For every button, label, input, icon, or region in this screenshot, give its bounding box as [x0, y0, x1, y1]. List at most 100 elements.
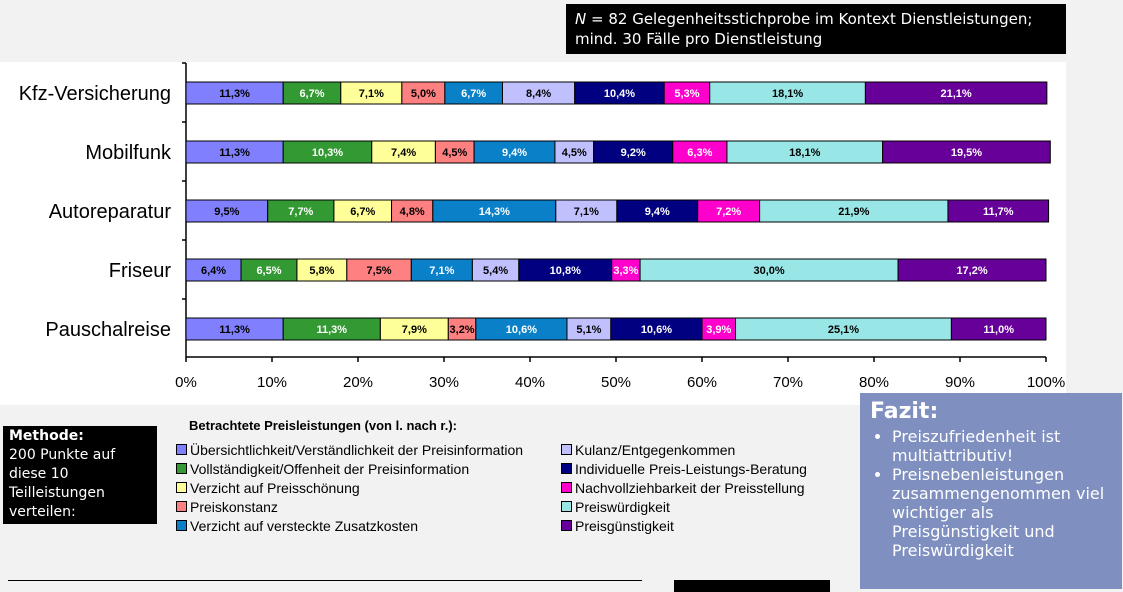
data-label: 11,3% — [316, 324, 347, 336]
legend-label: Vollständigkeit/Offenheit der Preisinfor… — [190, 461, 470, 477]
data-label: 7,7% — [288, 206, 313, 218]
legend-swatch — [176, 463, 187, 474]
data-label: 11,3% — [219, 147, 250, 159]
legend-label: Individuelle Preis-Leistungs-Beratung — [575, 461, 807, 477]
fazit-point: Preisnebenleistungen zusammengenommen vi… — [892, 465, 1112, 560]
data-label: 9,4% — [645, 206, 670, 218]
data-label: 10,3% — [312, 147, 343, 159]
fazit-box: Fazit: Preiszufriedenheit ist multiattri… — [860, 393, 1122, 589]
fazit-point: Preiszufriedenheit ist multiattributiv! — [892, 427, 1112, 465]
legend-item: Verzicht auf Preisschönung — [176, 480, 360, 496]
legend-item: Preiswürdigkeit — [561, 499, 670, 515]
legend-item: Nachvollziehbarkeit der Preisstellung — [561, 480, 805, 496]
legend-title: Betrachtete Preisleistungen (von l. nach… — [189, 418, 458, 433]
data-label: 7,1% — [574, 206, 599, 218]
data-label: 7,1% — [359, 88, 384, 100]
data-label: 10,6% — [641, 324, 672, 336]
data-label: 7,9% — [402, 324, 427, 336]
method-box: Methode: 200 Punkte auf diese 10 Teillei… — [3, 426, 157, 524]
data-label: 5,8% — [309, 265, 334, 277]
legend-label: Kulanz/Entgegenkommen — [575, 442, 736, 458]
sample-n-label: N — [575, 10, 587, 28]
x-tick-label: 60% — [687, 374, 717, 391]
method-title: Methode: — [9, 428, 84, 444]
legend-swatch — [176, 444, 187, 455]
data-label: 9,5% — [214, 206, 239, 218]
fazit-list: Preiszufriedenheit ist multiattributiv! … — [870, 427, 1112, 560]
legend-swatch — [561, 482, 572, 493]
data-label: 4,5% — [442, 147, 467, 159]
legend-item: Preiskonstanz — [176, 499, 278, 515]
x-tick-label: 10% — [257, 374, 287, 391]
legend-item: Preisgünstigkeit — [561, 518, 674, 534]
data-label: 4,5% — [562, 147, 587, 159]
data-label: 11,3% — [219, 88, 250, 100]
data-label: 21,1% — [941, 88, 972, 100]
data-label: 14,3% — [479, 206, 510, 218]
data-label: 8,4% — [526, 88, 551, 100]
data-label: 7,1% — [429, 265, 454, 277]
legend-swatch — [176, 482, 187, 493]
data-label: 5,1% — [576, 324, 601, 336]
bottom-divider — [8, 580, 642, 581]
data-label: 9,2% — [621, 147, 646, 159]
legend-item: Individuelle Preis-Leistungs-Beratung — [561, 461, 807, 477]
bottom-black-box — [674, 580, 830, 592]
data-label: 6,4% — [201, 265, 226, 277]
data-label: 10,6% — [506, 324, 537, 336]
data-label: 6,5% — [256, 265, 281, 277]
x-tick-label: 30% — [429, 374, 459, 391]
data-label: 19,5% — [951, 147, 982, 159]
legend-swatch — [561, 520, 572, 531]
x-tick-label: 80% — [859, 374, 889, 391]
x-tick-label: 40% — [515, 374, 545, 391]
method-text: 200 Punkte auf diese 10 Teilleistungen v… — [9, 447, 116, 520]
legend-swatch — [561, 501, 572, 512]
data-label: 6,3% — [687, 147, 712, 159]
fazit-title: Fazit: — [870, 399, 939, 424]
data-label: 25,1% — [828, 324, 859, 336]
legend-label: Verzicht auf Preisschönung — [190, 480, 360, 496]
data-label: 3,2% — [450, 324, 475, 336]
data-label: 7,5% — [367, 265, 392, 277]
data-label: 17,2% — [956, 265, 987, 277]
chart-panel — [0, 62, 1066, 405]
data-label: 6,7% — [299, 88, 324, 100]
data-label: 3,3% — [613, 265, 638, 277]
sample-note: N = 82 Gelegenheitsstichprobe im Kontext… — [566, 4, 1066, 54]
x-tick-label: 20% — [343, 374, 373, 391]
bar-segment — [864, 81, 1048, 105]
legend-label: Preiswürdigkeit — [575, 499, 670, 515]
data-label: 21,9% — [838, 206, 869, 218]
data-label: 9,4% — [502, 147, 527, 159]
category-label: Autoreparatur — [49, 201, 172, 223]
data-label: 10,4% — [604, 88, 635, 100]
stacked-bar-chart: 0% 10% 20% 30% 40% 50% 60% 70% 80% 90% 100% Kfz-Ver… — [19, 62, 1065, 391]
data-label: 11,7% — [983, 206, 1014, 218]
data-label: 6,7% — [350, 206, 375, 218]
legend-swatch — [176, 501, 187, 512]
legend-label: Nachvollziehbarkeit der Preisstellung — [575, 480, 805, 496]
legend-label: Verzicht auf versteckte Zusatzkosten — [190, 518, 418, 534]
legend-item: Kulanz/Entgegenkommen — [561, 442, 735, 458]
category-label: Mobilfunk — [85, 142, 172, 164]
x-tick-label: 100% — [1027, 374, 1065, 391]
legend-swatch — [176, 520, 187, 531]
data-label: 10,8% — [550, 265, 581, 277]
data-label: 7,2% — [716, 206, 741, 218]
legend-item: Verzicht auf versteckte Zusatzkosten — [176, 518, 418, 534]
data-label: 3,9% — [706, 324, 731, 336]
category-label: Friseur — [109, 260, 172, 282]
category-label: Kfz-Versicherung — [19, 83, 171, 105]
x-tick-label: 50% — [601, 374, 631, 391]
legend-swatch — [561, 444, 572, 455]
data-label: 18,1% — [789, 147, 820, 159]
x-tick-label: 0% — [175, 374, 197, 391]
legend-item: Vollständigkeit/Offenheit der Preisinfor… — [176, 461, 469, 477]
legend-label: Übersichtlichkeit/Verständlichkeit der P… — [190, 442, 524, 458]
x-tick-label: 90% — [945, 374, 975, 391]
data-label: 18,1% — [772, 88, 803, 100]
bar-segment — [950, 317, 1047, 341]
bar-segment — [897, 258, 1047, 282]
data-label: 6,7% — [461, 88, 486, 100]
